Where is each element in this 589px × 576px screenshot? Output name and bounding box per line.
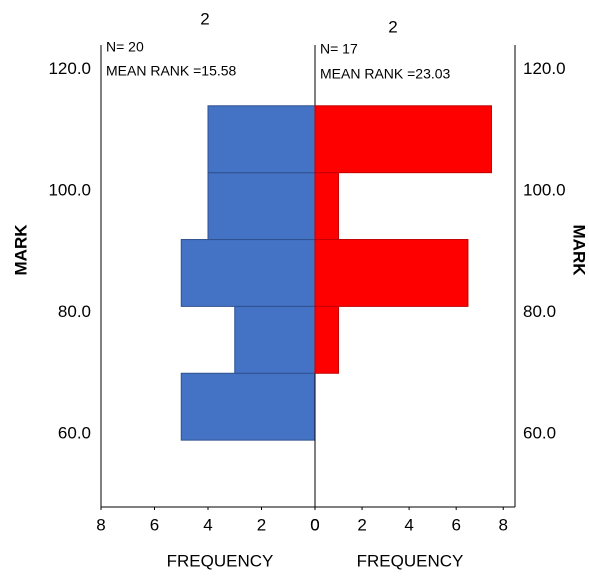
panel-title: 2 [200,9,209,28]
x-tick-label: 6 [451,515,460,534]
annotation: MEAN RANK =23.03 [320,66,451,82]
y-tick-label: 100.0 [523,180,566,199]
bar [314,239,469,307]
x-tick-label: 0 [310,515,319,534]
bar [234,305,316,374]
annotation: N= 20 [106,39,144,55]
bar [207,105,316,174]
x-axis-label: FREQUENCY [357,551,464,570]
y-axis-label: MARK [570,225,589,277]
x-tick-label: 2 [257,515,266,534]
annotation: MEAN RANK =15.58 [106,63,237,79]
y-axis-label: MARK [11,224,30,276]
bar [314,105,492,174]
y-tick-label: 80.0 [58,302,91,321]
x-tick-label: 8 [96,515,105,534]
bar [207,172,316,241]
y-tick-label: 60.0 [523,424,556,443]
x-axis-label: FREQUENCY [167,551,274,570]
bar [314,305,340,374]
x-tick-label: 8 [499,515,508,534]
bar [180,239,316,307]
x-tick-label: 0 [310,515,319,534]
y-tick-label: 80.0 [523,302,556,321]
x-tick-label: 2 [357,515,366,534]
x-tick-label: 4 [404,515,413,534]
x-tick-label: 6 [150,515,159,534]
annotation: N= 17 [320,41,358,57]
y-tick-label: 120.0 [523,59,566,78]
panel-title: 2 [388,17,397,36]
bar [314,172,340,241]
y-tick-label: 60.0 [58,424,91,443]
y-tick-label: 120.0 [48,59,91,78]
y-tick-label: 100.0 [48,180,91,199]
x-tick-label: 4 [203,515,212,534]
bar [180,372,316,441]
